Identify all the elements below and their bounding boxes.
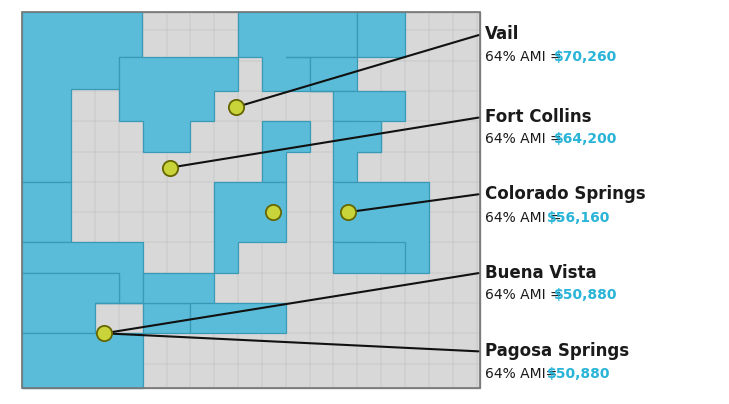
Polygon shape xyxy=(22,333,143,388)
Polygon shape xyxy=(119,57,238,152)
Polygon shape xyxy=(190,303,286,333)
Text: 64% AMI =: 64% AMI = xyxy=(485,288,566,302)
Polygon shape xyxy=(95,303,190,333)
Polygon shape xyxy=(22,242,143,303)
Polygon shape xyxy=(22,273,119,333)
Text: $70,260: $70,260 xyxy=(554,50,617,63)
Text: $64,200: $64,200 xyxy=(554,133,617,146)
Polygon shape xyxy=(143,273,214,303)
Polygon shape xyxy=(22,182,71,242)
Polygon shape xyxy=(333,182,429,273)
Text: $50,880: $50,880 xyxy=(547,367,611,381)
Text: 64% AMI =: 64% AMI = xyxy=(485,133,566,146)
Text: Pagosa Springs: Pagosa Springs xyxy=(485,343,629,360)
Polygon shape xyxy=(310,91,405,152)
Text: Colorado Springs: Colorado Springs xyxy=(485,185,645,203)
Text: 64% AMI =: 64% AMI = xyxy=(485,50,566,63)
Polygon shape xyxy=(333,242,405,273)
Text: $56,160: $56,160 xyxy=(547,211,610,225)
Polygon shape xyxy=(22,12,142,182)
Polygon shape xyxy=(214,182,286,273)
Polygon shape xyxy=(22,12,480,388)
Text: $50,880: $50,880 xyxy=(554,288,617,302)
Text: 64% AMI=: 64% AMI= xyxy=(485,367,561,381)
Text: Fort Collins: Fort Collins xyxy=(485,108,591,126)
Polygon shape xyxy=(357,12,405,57)
Text: Vail: Vail xyxy=(485,25,519,43)
Text: Buena Vista: Buena Vista xyxy=(485,264,596,282)
Polygon shape xyxy=(333,121,381,182)
Text: 64% AMI =: 64% AMI = xyxy=(485,211,561,225)
Polygon shape xyxy=(262,121,310,182)
Polygon shape xyxy=(286,57,357,91)
Polygon shape xyxy=(238,12,357,91)
